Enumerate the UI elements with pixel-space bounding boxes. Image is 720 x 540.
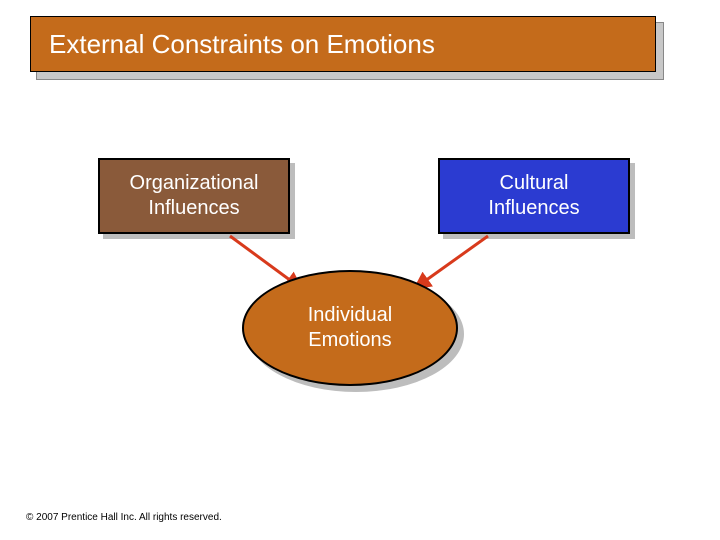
right-arrow-line bbox=[418, 236, 488, 286]
individual-emotions-label: Individual Emotions bbox=[308, 303, 393, 353]
individual-emotions-ellipse: Individual Emotions bbox=[242, 270, 458, 386]
copyright-footer: © 2007 Prentice Hall Inc. All rights res… bbox=[26, 512, 222, 523]
